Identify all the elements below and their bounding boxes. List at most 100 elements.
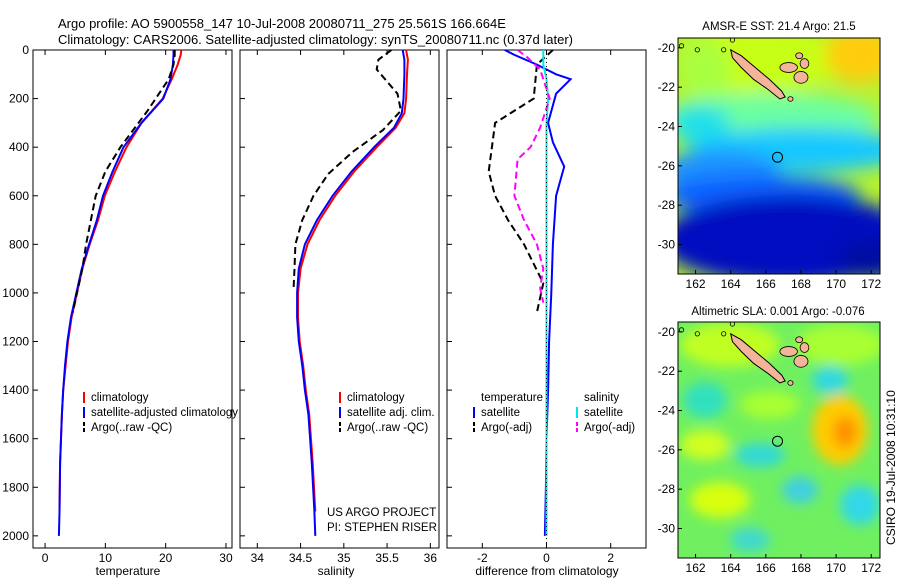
y-tick-label: 1400 <box>2 383 29 397</box>
y-tick-label: 1600 <box>2 432 29 446</box>
series-line <box>296 49 406 536</box>
island-loyalty <box>779 62 798 73</box>
island-loyalty <box>799 342 810 353</box>
series-line <box>57 50 175 536</box>
legend-label: climatology <box>91 392 149 404</box>
figure-title-line1: Argo profile: AO 5900558_147 10-Jul-2008… <box>58 16 506 31</box>
difference-legend: temperature salinity satellite Argo(-adj)… <box>473 392 635 434</box>
legend-label: satellite adj. clim. <box>347 407 435 419</box>
difference-xlabel: difference from climatology <box>475 564 618 578</box>
difference-panel: -2 0 2 temperature salinity satellite Argo(… <box>446 49 647 578</box>
island-loyalty <box>795 336 804 344</box>
legend-label: Argo(-adj) <box>481 422 532 434</box>
legend-label: Argo(..raw -QC) <box>347 422 428 434</box>
y-tick-label: 800 <box>9 237 29 251</box>
series-line <box>58 49 183 512</box>
x-tick-label: 34.5 <box>289 551 313 565</box>
difference-x-ticks: -2 0 2 <box>447 49 614 565</box>
sla-heatmap <box>678 322 880 558</box>
credit-label: CSIRO 19-Jul-2008 10:31:10 <box>884 390 898 545</box>
legend-label: Argo(..raw -QC) <box>91 422 172 434</box>
sst-axis-ticks: 162 164 166 168 170 172 -20 -22 -24 -26 -28 -30 <box>658 41 882 291</box>
series-line <box>297 49 409 512</box>
y-tick-label: 200 <box>9 92 29 106</box>
y-tick-label: -24 <box>658 120 676 134</box>
x-tick-label: 164 <box>721 277 741 291</box>
x-tick-label: 166 <box>756 277 776 291</box>
x-tick-label: 166 <box>756 561 776 575</box>
y-tick-label: -30 <box>658 238 676 252</box>
island-loyalty <box>779 346 798 357</box>
temperature-panel: 0 200 400 600 800 1000 1200 1400 1600 1800 2000 0 1… <box>2 43 238 578</box>
x-tick-label: 35.5 <box>375 551 399 565</box>
series-line <box>542 50 550 536</box>
y-tick-label: 0 <box>22 43 29 57</box>
y-tick-label: -24 <box>658 404 676 418</box>
y-tick-label: 1200 <box>2 335 29 349</box>
salinity-x-ticks: 34 34.5 35 35.5 36 <box>240 49 438 565</box>
islet <box>721 331 727 337</box>
x-tick-label: 34 <box>251 551 265 565</box>
legend-group-salinity: salinity <box>584 392 619 404</box>
legend-label: Argo(-adj) <box>584 422 635 434</box>
sla-map-panel: Altimetric SLA: 0.001 Argo: -0.076 <box>658 306 882 575</box>
x-tick-label: 170 <box>826 277 846 291</box>
x-tick-label: 164 <box>721 561 741 575</box>
figure-title-line2: Climatology: CARS2006. Satellite-adjuste… <box>58 32 573 47</box>
y-tick-label: -22 <box>658 364 676 378</box>
island-new-caledonia <box>729 332 786 384</box>
series-line <box>71 50 176 313</box>
x-tick-label: -2 <box>477 551 488 565</box>
islet <box>729 38 736 43</box>
x-tick-label: 170 <box>826 561 846 575</box>
x-tick-label: 36 <box>424 551 438 565</box>
x-tick-label: 20 <box>159 551 173 565</box>
temperature-axes-box <box>32 49 233 549</box>
island-loyalty <box>787 380 794 386</box>
y-tick-label: -22 <box>658 80 676 94</box>
y-tick-label: -20 <box>658 325 676 339</box>
x-tick-label: 10 <box>99 551 113 565</box>
x-tick-label: 0 <box>543 551 550 565</box>
x-tick-label: 172 <box>861 277 881 291</box>
sla-land <box>678 322 810 386</box>
series-line <box>487 49 554 313</box>
x-tick-label: 2 <box>607 551 614 565</box>
island-new-caledonia <box>729 48 786 100</box>
x-tick-label: 162 <box>686 277 706 291</box>
pi-name-label: PI: STEPHEN RISER <box>327 522 437 534</box>
difference-series <box>487 49 573 548</box>
salinity-panel: 34 34.5 35 35.5 36 climatology satellite adj.… <box>239 49 440 578</box>
legend-label: satellite <box>584 407 623 419</box>
island-loyalty <box>793 71 809 84</box>
y-tick-label: -30 <box>658 522 676 536</box>
y-tick-label: 600 <box>9 189 29 203</box>
y-tick-label: -20 <box>658 41 676 55</box>
islet <box>694 331 700 337</box>
salinity-axes-box <box>239 49 440 549</box>
sst-profile-marker <box>771 151 783 163</box>
sst-map-panel: AMSR-E SST: 21.4 Argo: 21.5 162 164 166 168… <box>658 21 882 291</box>
x-tick-label: 168 <box>791 277 811 291</box>
salinity-xlabel: salinity <box>318 564 355 578</box>
x-tick-label: 162 <box>686 561 706 575</box>
legend-group-temperature: temperature <box>481 392 543 404</box>
sst-heatmap <box>678 38 880 274</box>
islet <box>729 322 736 327</box>
series-line <box>513 49 551 303</box>
temperature-y-ticks: 0 200 400 600 800 1000 1200 1400 1600 1800 2000 <box>2 43 38 543</box>
salinity-legend: climatology satellite adj. clim. Argo(..ra… <box>339 392 435 434</box>
sla-axis-ticks: 162 164 166 168 170 172 -20 -22 -24 -26 -28 -30 <box>658 325 882 575</box>
y-tick-label: -26 <box>658 443 676 457</box>
x-tick-label: 35 <box>337 551 351 565</box>
sla-map-title: Altimetric SLA: 0.001 Argo: -0.076 <box>691 306 864 318</box>
series-line <box>504 49 573 536</box>
y-tick-label: 2000 <box>2 529 29 543</box>
islet <box>694 47 700 53</box>
x-tick-label: 168 <box>791 561 811 575</box>
project-name-label: US ARGO PROJECT <box>327 507 436 519</box>
x-tick-label: 0 <box>42 551 49 565</box>
sst-land <box>678 38 810 102</box>
x-tick-label: 172 <box>861 561 881 575</box>
